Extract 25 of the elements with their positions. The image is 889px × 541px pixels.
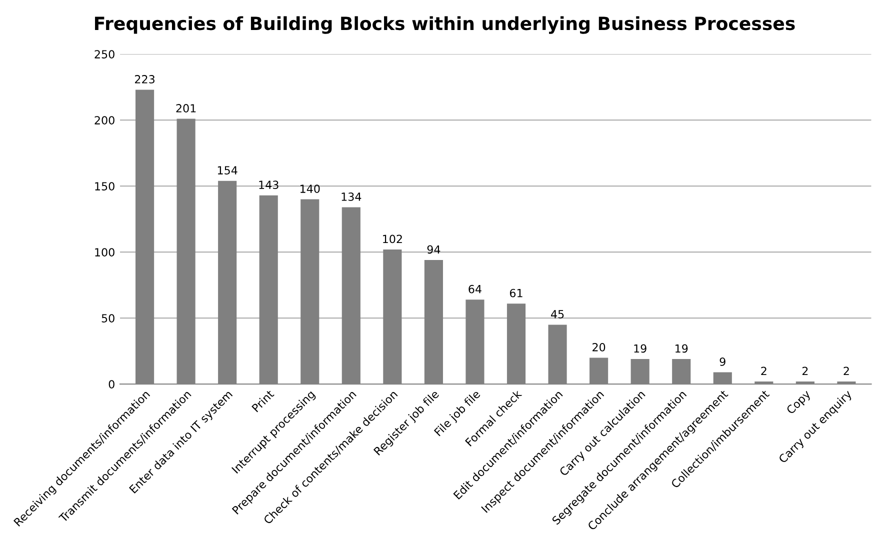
data-label: 20 — [592, 342, 606, 352]
chart-title: Frequencies of Building Blocks within underlying Business Processes — [95, 16, 795, 34]
y-tick-label: 50 — [102, 314, 114, 322]
data-label: 154 — [218, 166, 238, 175]
data-label: 9 — [720, 358, 726, 366]
y-tick-label: 0 — [108, 380, 114, 388]
data-label: 19 — [676, 344, 688, 353]
data-label: 102 — [383, 234, 402, 244]
data-label: 19 — [634, 344, 646, 353]
data-label: 2 — [761, 366, 766, 375]
y-tick-label: 250 — [94, 50, 114, 58]
y-tick-label: 100 — [95, 248, 114, 256]
data-label: 143 — [259, 180, 278, 190]
data-label: 223 — [134, 75, 154, 84]
y-tick-label: 150 — [95, 182, 114, 190]
data-label: 134 — [342, 192, 362, 201]
data-label: 140 — [300, 184, 320, 193]
data-label: 64 — [468, 284, 482, 294]
data-label: 2 — [802, 366, 808, 375]
data-label: 61 — [510, 288, 522, 298]
data-label: 45 — [551, 310, 564, 318]
data-label: 2 — [844, 366, 849, 375]
y-tick-label: 200 — [94, 116, 114, 124]
data-label: 94 — [427, 245, 440, 254]
data-label: 201 — [176, 104, 196, 112]
